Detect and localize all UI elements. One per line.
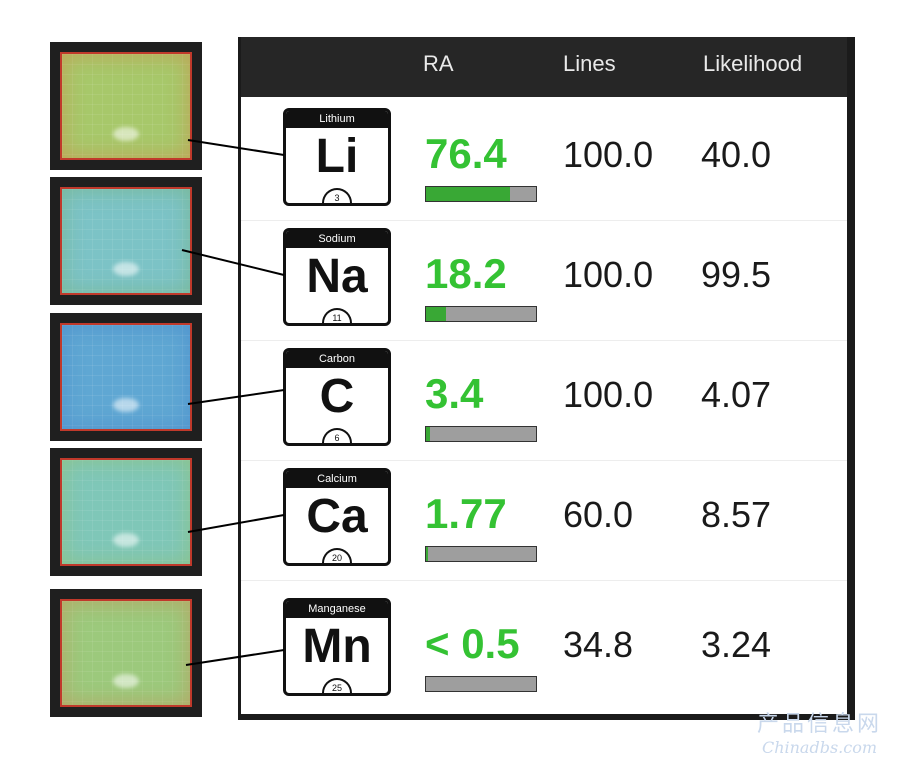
atomic-number: 25 xyxy=(322,678,352,693)
table-header: RA Lines Likelihood xyxy=(241,37,847,97)
ra-value: 76.4 xyxy=(425,130,507,177)
element-name: Calcium xyxy=(286,471,388,488)
ra-bar-fill xyxy=(426,187,510,201)
ra-bar xyxy=(425,306,537,322)
heatmap-thumbnail-li[interactable] xyxy=(50,42,202,170)
element-name: Sodium xyxy=(286,231,388,248)
ra-value: 18.2 xyxy=(425,250,507,297)
element-symbol: Li xyxy=(315,130,359,183)
header-likelihood: Likelihood xyxy=(703,51,803,76)
table-row[interactable]: Lithium Li 3 76.4 100.0 40.0 xyxy=(241,100,847,221)
ra-bar-fill xyxy=(426,307,446,321)
element-tile[interactable]: Sodium Na 11 xyxy=(283,228,391,326)
heatmap-thumbnail-mn[interactable] xyxy=(50,589,202,717)
element-symbol: Mn xyxy=(302,620,372,673)
table-row[interactable]: Carbon C 6 3.4 100.0 4.07 xyxy=(241,340,847,461)
ra-bar-fill xyxy=(426,427,430,441)
likelihood-value: 3.24 xyxy=(701,624,772,665)
element-name: Manganese xyxy=(286,601,388,618)
element-symbol: Na xyxy=(306,250,368,303)
watermark: 产品信息网 Chinadbs.com xyxy=(757,706,882,757)
heatmap-thumbnail-c[interactable] xyxy=(50,313,202,441)
likelihood-value: 4.07 xyxy=(701,374,772,415)
ra-bar xyxy=(425,546,537,562)
ra-bar xyxy=(425,676,537,692)
lines-value: 100.0 xyxy=(563,134,654,175)
ra-bar xyxy=(425,186,537,202)
likelihood-value: 40.0 xyxy=(701,134,772,175)
lines-value: 60.0 xyxy=(563,494,634,535)
atomic-number: 20 xyxy=(322,548,352,563)
table-row[interactable]: Sodium Na 11 18.2 100.0 99.5 xyxy=(241,220,847,341)
likelihood-value: 99.5 xyxy=(701,254,772,295)
element-name: Carbon xyxy=(286,351,388,368)
ra-value: 1.77 xyxy=(425,490,507,537)
ra-value: 3.4 xyxy=(425,370,484,417)
header-ra: RA xyxy=(423,51,454,76)
element-tile[interactable]: Carbon C 6 xyxy=(283,348,391,446)
atomic-number: 3 xyxy=(322,188,352,203)
element-tile[interactable]: Lithium Li 3 xyxy=(283,108,391,206)
ra-bar-fill xyxy=(426,547,428,561)
watermark-cn: 产品信息网 xyxy=(756,711,882,736)
ra-bar xyxy=(425,426,537,442)
header-lines: Lines xyxy=(563,51,616,76)
atomic-number: 11 xyxy=(322,308,352,323)
atomic-number: 6 xyxy=(322,428,352,443)
lines-value: 34.8 xyxy=(563,624,634,665)
element-tile[interactable]: Manganese Mn 25 xyxy=(283,598,391,696)
element-symbol: Ca xyxy=(306,490,368,543)
results-panel: RA Lines Likelihood Lithium Li 3 76.4 10… xyxy=(238,37,855,720)
watermark-en: Chinadbs.com xyxy=(761,738,878,757)
element-tile[interactable]: Calcium Ca 20 xyxy=(283,468,391,566)
table-row[interactable]: Manganese Mn 25 < 0.5 34.8 3.24 xyxy=(241,590,847,710)
lines-value: 100.0 xyxy=(563,254,654,295)
heatmap-thumbnail-ca[interactable] xyxy=(50,448,202,576)
element-name: Lithium xyxy=(286,111,388,128)
heatmap-thumbnail-na[interactable] xyxy=(50,177,202,305)
element-symbol: C xyxy=(319,370,355,423)
likelihood-value: 8.57 xyxy=(701,494,772,535)
ra-value: < 0.5 xyxy=(425,620,520,667)
lines-value: 100.0 xyxy=(563,374,654,415)
table-row[interactable]: Calcium Ca 20 1.77 60.0 8.57 xyxy=(241,460,847,581)
